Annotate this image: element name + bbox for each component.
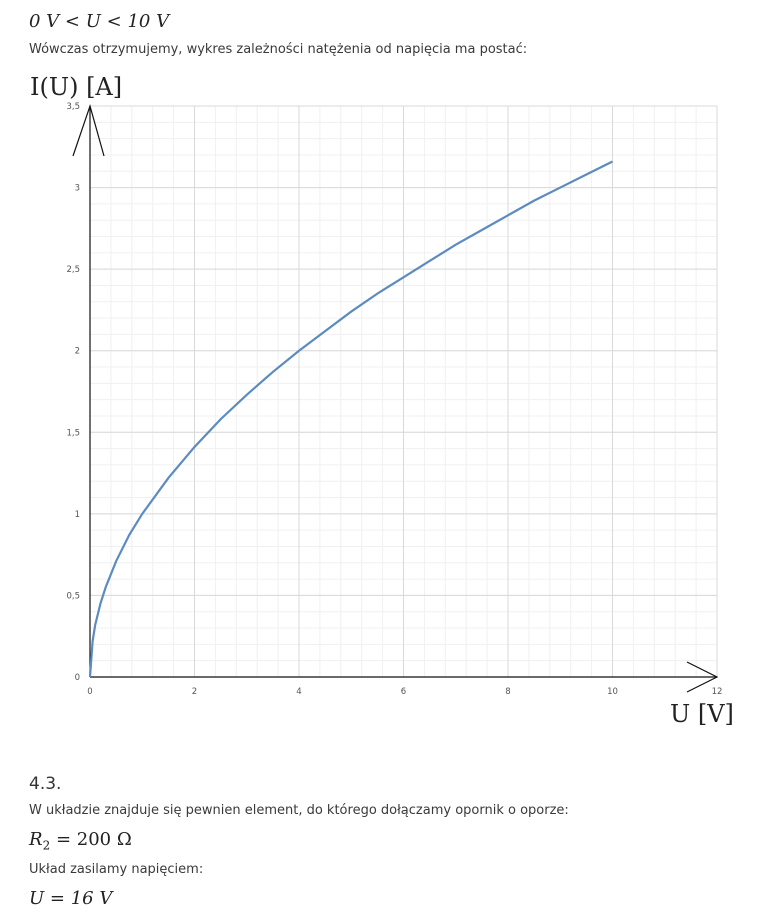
- range-variable: U: [85, 11, 101, 32]
- y-tick-label: 2,5: [66, 265, 80, 275]
- voltage-range-formula: 0 V < U < 10 V: [29, 11, 169, 32]
- resistor-value: 200 Ω: [76, 829, 132, 850]
- x-tick-label: 4: [296, 687, 301, 697]
- y-tick-label: 1: [75, 510, 80, 520]
- intro-paragraph: Wówczas otrzymujemy, wykres zależności n…: [29, 42, 528, 57]
- voltage-formula: U = 16 V: [29, 888, 112, 909]
- x-tick-label: 0: [87, 687, 92, 697]
- y-tick-label: 0: [75, 673, 80, 683]
- resistor-subscript: 2: [42, 838, 51, 853]
- x-tick-label: 2: [192, 687, 197, 697]
- range-lower-bound: 0 V: [29, 11, 60, 32]
- voltage-value: 16 V: [70, 888, 113, 909]
- y-tick-label: 0,5: [66, 591, 80, 601]
- current-voltage-curve: [88, 160, 613, 678]
- section-number: 4.3.: [29, 774, 62, 794]
- x-tick-label: 12: [712, 687, 723, 697]
- current-voltage-chart: 0 2 4 6 8 10 12 0 0,5 1 1,5 2 2,5 3 3,5 I(U) [A] U [V]: [30, 73, 734, 728]
- y-tick-label: 1,5: [66, 428, 80, 438]
- chart-axes: [72, 103, 719, 693]
- x-axis-arrow: [686, 661, 719, 693]
- resistor-symbol: R: [29, 829, 43, 850]
- section-paragraph-1: W układzie znajduje się pewnien element,…: [29, 803, 569, 818]
- equals-sign: =: [55, 829, 72, 850]
- equals-sign: =: [49, 888, 65, 909]
- section-paragraph-2: Układ zasilamy napięciem:: [29, 862, 204, 877]
- x-axis-title: U [V]: [670, 700, 734, 728]
- x-tick-label: 6: [401, 687, 406, 697]
- less-than-sign: <: [64, 11, 81, 32]
- voltage-symbol: U: [29, 888, 45, 909]
- x-tick-label: 10: [607, 687, 618, 697]
- chart-tick-labels: 0 2 4 6 8 10 12 0 0,5 1 1,5 2 2,5 3 3,5: [66, 102, 722, 697]
- less-than-sign: <: [106, 11, 122, 32]
- y-axis-title: I(U) [A]: [30, 73, 122, 101]
- range-upper-bound: 10 V: [127, 11, 170, 32]
- resistor-formula: R2 = 200 Ω: [29, 829, 132, 853]
- y-tick-label: 3,5: [66, 102, 80, 112]
- y-axis-arrow: [72, 103, 105, 157]
- y-tick-label: 2: [75, 347, 80, 357]
- chart-grid: [89, 105, 718, 678]
- y-tick-label: 3: [75, 184, 80, 194]
- x-tick-label: 8: [505, 687, 510, 697]
